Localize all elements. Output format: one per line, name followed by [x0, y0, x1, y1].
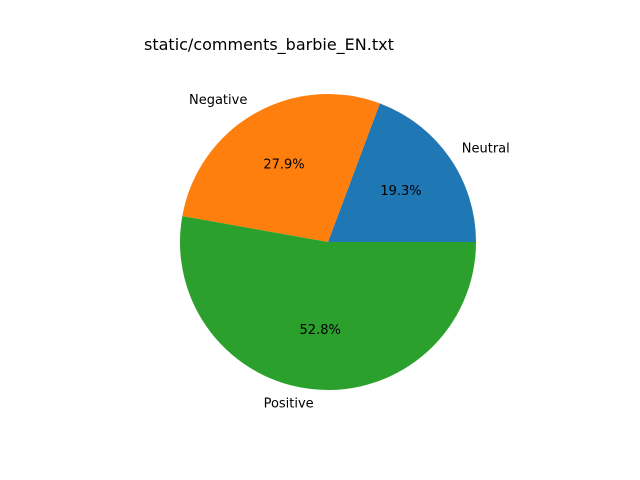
slice-label-negative: Negative	[189, 93, 247, 108]
pie-slice-positive	[180, 216, 477, 390]
chart-title: static/comments_barbie_EN.txt	[144, 35, 394, 55]
slice-pct-neutral: 19.3%	[380, 184, 421, 199]
pie-labels: Neutral 19.3% Negative 27.9% Positive 52.8%	[189, 93, 510, 412]
slice-pct-positive: 52.8%	[300, 323, 341, 338]
pie-slice-negative	[182, 94, 380, 243]
pie-slice-neutral	[328, 103, 477, 242]
slice-label-positive: Positive	[264, 397, 314, 412]
pie-slices	[180, 94, 477, 390]
slice-pct-negative: 27.9%	[263, 157, 304, 172]
slice-label-neutral: Neutral	[462, 142, 510, 157]
